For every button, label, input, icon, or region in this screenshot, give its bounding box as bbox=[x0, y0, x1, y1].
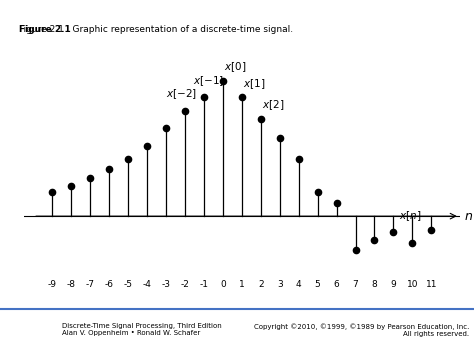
Text: Figure 2.1: Figure 2.1 bbox=[19, 25, 71, 34]
Text: $x[2]$: $x[2]$ bbox=[262, 98, 284, 112]
Text: Copyright ©2010, ©1999, ©1989 by Pearson Education, Inc.
All rights reserved.: Copyright ©2010, ©1999, ©1989 by Pearson… bbox=[254, 323, 469, 337]
Text: $x[-2]$: $x[-2]$ bbox=[166, 88, 197, 102]
Text: $x[1]$: $x[1]$ bbox=[243, 77, 265, 91]
Text: $x[n]$: $x[n]$ bbox=[399, 209, 421, 223]
Text: $x[-1]$: $x[-1]$ bbox=[193, 74, 224, 88]
Text: Figure 2.1   Graphic representation of a discrete-time signal.: Figure 2.1 Graphic representation of a d… bbox=[19, 25, 293, 34]
Text: Discrete-Time Signal Processing, Third Edition
Alan V. Oppenheim • Ronald W. Sch: Discrete-Time Signal Processing, Third E… bbox=[62, 323, 221, 336]
Text: PEARSON: PEARSON bbox=[9, 329, 53, 338]
Text: $x[0]$: $x[0]$ bbox=[224, 61, 246, 74]
Text: $n$: $n$ bbox=[464, 210, 473, 223]
